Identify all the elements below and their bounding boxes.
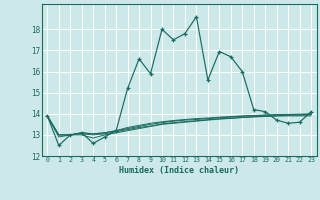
X-axis label: Humidex (Indice chaleur): Humidex (Indice chaleur) (119, 166, 239, 175)
